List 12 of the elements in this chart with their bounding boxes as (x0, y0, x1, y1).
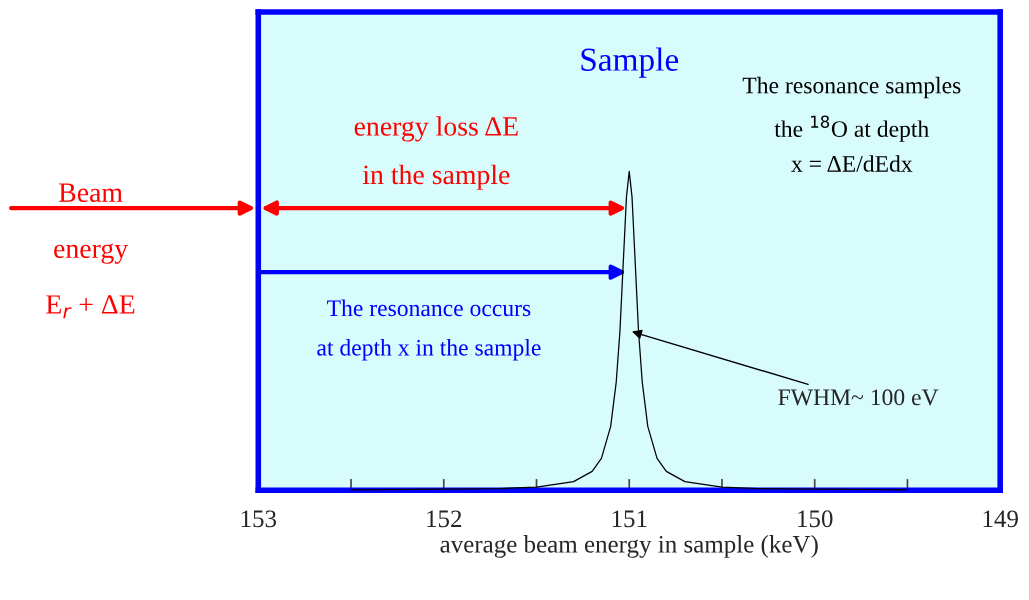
annotation: energy loss ΔE in the sample (354, 116, 518, 190)
x-axis-title: average beam energy in sample (keV) (440, 535, 818, 558)
annotation: The resonance occurs at depth x in the sample (317, 299, 541, 361)
annotation: The resonance samples the $^{18}$O at depth x = ΔE/dEdx (742, 76, 961, 172)
text: Beam energy E$_{r}$ + ΔE (46, 183, 135, 319)
chart-title: Sample (581, 47, 679, 78)
x-tick-label: 152 (427, 510, 462, 528)
annotation: FWHM~ 100 eV (778, 389, 939, 406)
x-tick-label: 149 (983, 510, 1018, 528)
x-tick-label: 150 (798, 510, 833, 528)
x-tick-label: 153 (241, 510, 277, 528)
x-tick-label: 151 (612, 510, 647, 528)
